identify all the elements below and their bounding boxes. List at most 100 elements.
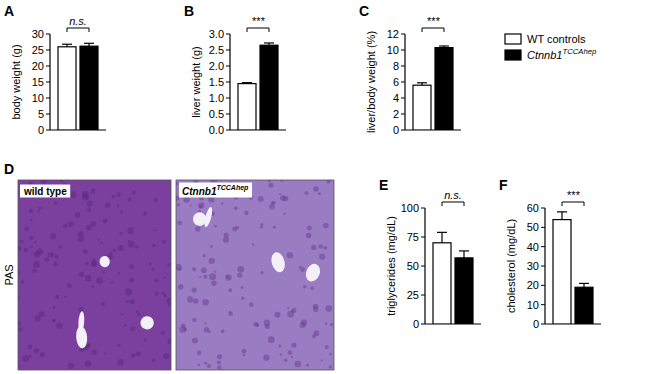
label-patch [179, 183, 252, 198]
bar [260, 45, 278, 130]
texture-dot [18, 322, 21, 326]
texture-dot [18, 327, 22, 331]
vessel [99, 256, 110, 268]
texture-dot [321, 359, 323, 361]
y-tick [401, 66, 405, 67]
error-bar [557, 212, 567, 220]
texture-dot [92, 262, 97, 267]
micrograph-label: wild type [23, 186, 67, 197]
texture-dot [164, 277, 166, 279]
gene-sup: TCCAhep [216, 184, 249, 192]
texture-dot [167, 338, 171, 344]
y-tick-label: 2 [393, 108, 399, 120]
y-tick-label: 40 [527, 241, 539, 253]
texture-dot [300, 322, 306, 328]
texture-dot [163, 294, 167, 298]
texture-dot [318, 244, 323, 249]
texture-dot [307, 225, 312, 230]
texture-dot [237, 273, 242, 278]
vessel [303, 262, 322, 284]
texture-dot [118, 272, 120, 274]
texture-dot [260, 226, 263, 229]
texture-dot [78, 236, 84, 242]
error-bar-cap [439, 45, 449, 46]
texture-dot [278, 345, 281, 348]
texture-dot [103, 218, 108, 223]
texture-dot [260, 223, 263, 226]
error-bar-cap [62, 44, 72, 45]
texture-dot [201, 268, 207, 274]
marks [58, 43, 98, 130]
y-tick-label: 12 [387, 28, 399, 40]
y-tick [46, 66, 50, 67]
significance-label: n.s. [444, 189, 462, 201]
texture-dot [155, 292, 159, 296]
texture-dot [229, 311, 231, 313]
y-axis-title: body weight (g) [10, 44, 22, 119]
texture-dot [326, 305, 333, 312]
error-bar-cap [417, 82, 427, 83]
texture-dot [166, 298, 171, 304]
texture-dot [287, 311, 294, 318]
y-tick-label: 15 [32, 76, 44, 88]
y-tick [401, 50, 405, 51]
texture-dot [258, 196, 264, 202]
texture-dot [134, 245, 138, 249]
texture-dot [323, 246, 327, 250]
texture-dot [38, 210, 40, 212]
texture-dot [56, 323, 62, 329]
y-tick [541, 246, 545, 247]
texture-dot [303, 285, 306, 288]
panel-letter: F [499, 177, 508, 193]
texture-dot [28, 345, 33, 350]
legend-label: WT controls [527, 33, 586, 45]
vessel [78, 311, 85, 332]
y-tick-label: 10 [527, 299, 539, 311]
texture-dot [273, 226, 276, 229]
texture-dot [117, 344, 120, 347]
texture-dot [223, 237, 229, 243]
y-tick [541, 324, 545, 325]
y-tick-label: 50 [407, 260, 419, 272]
texture-dot [203, 275, 207, 279]
panel-letter: D [4, 161, 14, 177]
y-tick-label: 30 [527, 260, 539, 272]
texture-dot [168, 304, 171, 307]
vessel [269, 251, 286, 274]
label-patch [20, 185, 70, 198]
panel-c: Cliver/body weight (%)024681012***WT con… [359, 3, 597, 136]
texture-dot [242, 349, 247, 354]
texture-dot [50, 233, 56, 239]
texture-dot [82, 191, 89, 198]
texture-dot [260, 271, 263, 274]
texture-dot [130, 299, 135, 304]
texture-dot [190, 204, 192, 206]
texture-dot [67, 283, 72, 288]
texture-dot [210, 245, 213, 248]
texture-dot [211, 281, 216, 286]
error-bar [459, 251, 469, 258]
significance-label: *** [567, 189, 581, 201]
texture-dot [92, 258, 95, 261]
y-tick [421, 295, 425, 296]
texture-dot [64, 296, 66, 298]
texture-dot [33, 261, 40, 268]
texture-dot [268, 183, 273, 188]
error-bar-cap [557, 211, 567, 212]
texture-dot [92, 285, 95, 288]
texture-dot [193, 298, 198, 303]
y-tick-label: 10 [32, 92, 44, 104]
error-bar-cap [242, 82, 252, 83]
texture-dot [329, 365, 332, 368]
texture-dot [228, 311, 233, 316]
texture-dot [256, 323, 260, 327]
y-tick-label: 20 [527, 279, 539, 291]
texture-dot [217, 360, 221, 364]
y-tick [401, 114, 405, 115]
micrograph-body [18, 180, 171, 370]
texture-dot [33, 269, 37, 273]
y-tick-label: 0 [38, 124, 44, 136]
texture-dot [116, 192, 120, 196]
y-tick-label: 2.0 [209, 60, 224, 72]
y-tick [226, 82, 230, 83]
